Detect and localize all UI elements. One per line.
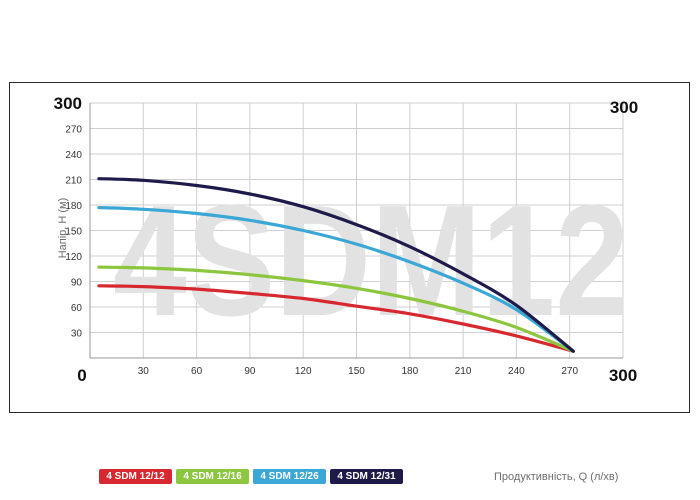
- series-line-3: [97, 206, 575, 353]
- legend-item-1: 4 SDM 12/12: [99, 469, 172, 484]
- x-tick-label: 90: [244, 366, 256, 377]
- series-line-2: [97, 265, 575, 353]
- x-tick-label: 60: [191, 366, 203, 377]
- tick-labels: 30 60 90 120 150 180 210 240 270 30 60 90 120 150 180 2…: [54, 94, 639, 385]
- x-axis-label: Продуктивність, Q (л/хв): [494, 471, 619, 483]
- x-max-label: 300: [609, 366, 637, 385]
- chart: 4SDM12 30 60 90 120 150 180 210 240 270 30 60 90 120…: [54, 94, 639, 385]
- y-tick-label: 210: [65, 176, 82, 187]
- grid: [90, 102, 624, 358]
- x-tick-label: 150: [348, 366, 365, 377]
- y-axis-label: Напір, H (м): [57, 198, 69, 259]
- axes: [89, 103, 623, 359]
- x-tick-label: 240: [508, 366, 525, 377]
- legend-item-4: 4 SDM 12/31: [330, 469, 403, 484]
- series-group: [97, 177, 575, 353]
- x-tick-label: 210: [455, 366, 472, 377]
- series-line-4: [97, 177, 575, 353]
- y-max-right-label: 300: [610, 98, 638, 117]
- legend: 4 SDM 12/12 4 SDM 12/16 4 SDM 12/26 4 SDM 1…: [99, 469, 403, 484]
- chart-watermark: 4SDM12: [113, 173, 629, 349]
- x-tick-label: 270: [561, 366, 578, 377]
- x-tick-label: 120: [295, 366, 312, 377]
- chart-frame: 4SDM12 30 60 90 120 150 180 210 240 270 30 60 90 120…: [9, 82, 690, 484]
- x-tick-label: 30: [138, 366, 150, 377]
- legend-item-2: 4 SDM 12/16: [176, 469, 249, 484]
- legend-item-3: 4 SDM 12/26: [253, 469, 326, 484]
- y-tick-label: 90: [71, 278, 83, 289]
- x-tick-label: 180: [401, 366, 418, 377]
- y-tick-label: 60: [71, 303, 83, 314]
- y-tick-label: 180: [65, 201, 82, 212]
- y-tick-label: 270: [65, 125, 82, 136]
- origin-label: 0: [77, 366, 86, 385]
- y-max-label: 300: [54, 94, 82, 113]
- series-line-1: [97, 284, 575, 353]
- y-tick-label: 240: [65, 150, 82, 161]
- y-tick-label: 30: [71, 329, 83, 340]
- y-tick-label: 150: [65, 227, 82, 238]
- y-tick-label: 120: [65, 252, 82, 263]
